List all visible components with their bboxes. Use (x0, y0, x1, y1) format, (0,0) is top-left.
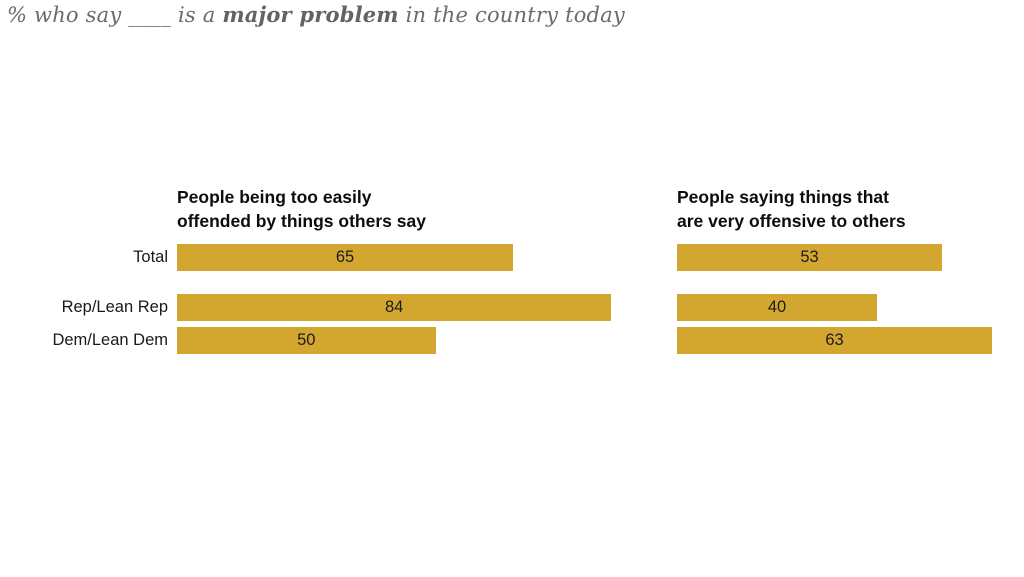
bar-value-label: 50 (297, 331, 316, 349)
bar-right-dem-lean-dem: 63 (677, 327, 992, 354)
right-chart-header-line-1: People saying things that (677, 187, 889, 207)
right-chart-header-line-2: are very offensive to others (677, 210, 906, 231)
right-chart-bars: 53 40 63 (677, 244, 1024, 359)
bar-right-rep-lean-rep: 40 (677, 294, 877, 321)
right-chart-header: People saying things that are very offen… (677, 186, 906, 233)
row-label-rep-lean-rep: Rep/Lean Rep (61, 298, 168, 316)
bar-value-label: 53 (800, 248, 819, 266)
category-axis-labels: Total Rep/Lean Rep Dem/Lean Dem (0, 0, 168, 577)
bar-left-rep-lean-rep: 84 (177, 294, 612, 321)
bar-left-dem-lean-dem: 50 (177, 327, 436, 354)
page-title: % who say ____ is a major problem in the… (7, 2, 625, 27)
bar-right-total: 53 (677, 244, 942, 271)
bar-value-label: 65 (335, 248, 355, 266)
bar-value-label: 63 (825, 331, 844, 349)
title-segment-2: in the country today (398, 3, 625, 27)
bar-value-label: 84 (384, 298, 404, 316)
row-label-dem-lean-dem: Dem/Lean Dem (52, 331, 168, 349)
title-bold-segment: major problem (222, 2, 399, 27)
bar-value-label: 40 (767, 298, 787, 316)
left-chart-header-line-2: offended by things others say (177, 210, 426, 231)
title-segment-1: % who say ____ is a (7, 3, 223, 27)
row-label-total: Total (133, 248, 168, 266)
left-chart-header: People being too easily offended by thin… (177, 186, 426, 233)
bar-left-total: 65 (177, 244, 514, 271)
left-chart-header-line-1: People being too easily (177, 187, 372, 207)
left-chart-bars: 65 84 50 (177, 244, 694, 359)
